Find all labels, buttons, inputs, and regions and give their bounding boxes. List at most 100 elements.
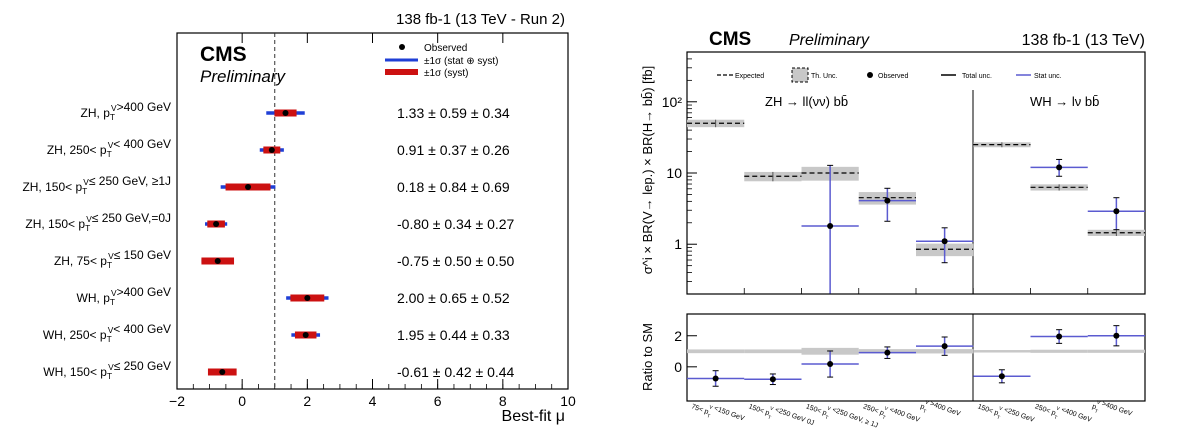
legend-observed-marker bbox=[399, 44, 405, 50]
row-label: ZH, 75< pTV≤ 150 GeV bbox=[54, 248, 171, 270]
ratio-theory-band bbox=[973, 350, 1031, 353]
bin-label: pTV >400 GeV bbox=[918, 398, 961, 427]
ratio-bin-group bbox=[744, 349, 802, 386]
x-tick-label: 6 bbox=[434, 393, 442, 409]
right-ratio-plot: 02 bbox=[674, 314, 1145, 401]
best-fit-marker bbox=[213, 221, 220, 227]
ratio-theory-band bbox=[1030, 349, 1088, 353]
bin-label: 150< pTV <250 GeV bbox=[976, 398, 1036, 430]
ratio-theory-band bbox=[1087, 349, 1145, 353]
ratio-marker bbox=[884, 349, 891, 356]
x-tick-label: −2 bbox=[169, 393, 185, 409]
bin-label: pTV >400 GeV bbox=[1090, 398, 1133, 427]
measurement-row: ZH, 250< pTV< 400 GeV 0.91 ± 0.37 ± 0.26 bbox=[47, 137, 510, 159]
row-label: ZH, 250< pTV< 400 GeV bbox=[47, 137, 171, 159]
row-value-text: -0.61 ± 0.42 ± 0.44 bbox=[397, 364, 515, 380]
left-x-axis: −2 0 2 4 6 8 10 bbox=[169, 33, 576, 409]
x-tick-label: 8 bbox=[499, 393, 507, 409]
best-fit-marker bbox=[245, 184, 252, 190]
row-label: ZH, pTV>400 GeV bbox=[81, 100, 171, 122]
row-label: WH, pTV>400 GeV bbox=[77, 285, 171, 307]
bin-group bbox=[801, 164, 859, 295]
row-value-text: 2.00 ± 0.65 ± 0.52 bbox=[397, 290, 510, 306]
ratio-y-tick-label: 0 bbox=[674, 359, 682, 375]
bin-group bbox=[973, 142, 1031, 148]
bin-label: 250< pTV <400 GeV bbox=[1033, 398, 1093, 430]
bin-labels: 75< pTV <150 GeV 150< pTV <250 GeV 0J150<… bbox=[689, 398, 1133, 430]
legend-observed-text: Observed bbox=[878, 73, 908, 80]
measurement-row: WH, 150< pTV≤ 250 GeV -0.61 ± 0.42 ± 0.44 bbox=[43, 359, 514, 381]
row-label: ZH, 150< pTV≤ 250 GeV,=0J bbox=[25, 211, 171, 233]
region-label-zh: ZH → ll(νν) bb̄ bbox=[765, 94, 848, 109]
y-tick-label: 10 bbox=[666, 165, 682, 181]
ratio-bin-group bbox=[858, 346, 916, 359]
ratio-y-tick-label: 2 bbox=[674, 328, 682, 344]
observed-marker bbox=[1113, 208, 1120, 215]
legend-observed-label: Observed bbox=[424, 43, 467, 54]
ratio-bin-group bbox=[801, 347, 859, 378]
left-legend: Observed ±1σ (stat ⊕ syst) ±1σ (syst) bbox=[385, 43, 499, 79]
ratio-bin-group bbox=[1030, 329, 1088, 353]
right-cms-label: CMS bbox=[709, 29, 751, 50]
left-preliminary-label: Preliminary bbox=[200, 67, 287, 86]
ratio-y-axis-title: Ratio to SM bbox=[640, 323, 655, 391]
left-panel: 138 fb-1 (13 TeV - Run 2) CMS Preliminar… bbox=[22, 11, 576, 425]
right-legend: Expected Th. Unc. Observed Total unc. St… bbox=[717, 67, 1062, 83]
bin-label: 75< pTV <150 GeV bbox=[689, 398, 745, 430]
bin-label: 150< pTV <250 GeV, ≥ 1J bbox=[804, 398, 879, 430]
measurement-row: WH, 250< pTV< 400 GeV 1.95 ± 0.44 ± 0.33 bbox=[43, 322, 510, 344]
x-tick-label: 4 bbox=[369, 393, 377, 409]
legend-total-label: ±1σ (stat ⊕ syst) bbox=[424, 56, 499, 67]
best-fit-marker bbox=[219, 369, 226, 375]
bin-group bbox=[1030, 158, 1088, 191]
ratio-bin-group bbox=[1087, 325, 1145, 353]
best-fit-marker bbox=[214, 258, 221, 264]
left-x-axis-title: Best-fit μ bbox=[502, 408, 565, 425]
observed-marker bbox=[884, 197, 891, 204]
bin-label: 150< pTV <250 GeV 0J bbox=[747, 398, 815, 430]
ratio-bin-group bbox=[973, 350, 1031, 384]
ratio-theory-band bbox=[744, 349, 802, 354]
measurement-row: ZH, 150< pTV≤ 250 GeV,=0J -0.80 ± 0.34 ± … bbox=[25, 211, 514, 233]
legend-thunc-label: Th. Unc. bbox=[811, 73, 838, 80]
y-tick-label: 10² bbox=[662, 94, 683, 110]
left-rows: ZH, pTV>400 GeV 1.33 ± 0.59 ± 0.34 ZH, 250… bbox=[22, 100, 514, 381]
row-value-text: 0.18 ± 0.84 ± 0.69 bbox=[397, 179, 510, 195]
x-tick-label: 2 bbox=[303, 393, 311, 409]
best-fit-marker bbox=[304, 295, 311, 301]
left-lumi-label: 138 fb-1 (13 TeV - Run 2) bbox=[396, 11, 565, 28]
right-preliminary-label: Preliminary bbox=[789, 32, 870, 49]
ratio-marker bbox=[998, 373, 1005, 380]
best-fit-marker bbox=[282, 110, 289, 116]
region-label-wh: WH → lν bb̄ bbox=[1030, 94, 1099, 109]
x-tick-label: 0 bbox=[238, 393, 246, 409]
legend-syst-label: ±1σ (syst) bbox=[424, 68, 468, 79]
ratio-marker bbox=[1056, 333, 1063, 340]
legend-expected-label: Expected bbox=[735, 73, 764, 80]
bin-group bbox=[744, 171, 802, 182]
ratio-bin-group bbox=[687, 349, 745, 387]
ratio-marker bbox=[941, 343, 948, 350]
ratio-marker bbox=[712, 375, 719, 382]
observed-marker bbox=[827, 223, 834, 230]
bin-group bbox=[1087, 197, 1145, 236]
row-value-text: 1.33 ± 0.59 ± 0.34 bbox=[397, 105, 510, 121]
ratio-marker bbox=[769, 376, 776, 383]
left-cms-label: CMS bbox=[200, 43, 247, 66]
measurement-row: ZH, pTV>400 GeV 1.33 ± 0.59 ± 0.34 bbox=[81, 100, 510, 122]
row-label: WH, 150< pTV≤ 250 GeV bbox=[43, 359, 171, 381]
right-panel: CMS Preliminary 138 fb-1 (13 TeV) σ^i × … bbox=[640, 29, 1146, 430]
row-label: ZH, 150< pTV≤ 250 GeV, ≥1J bbox=[22, 174, 171, 196]
measurement-row: WH, pTV>400 GeV 2.00 ± 0.65 ± 0.52 bbox=[77, 285, 510, 307]
y-tick-label: 1 bbox=[674, 236, 682, 252]
best-fit-marker bbox=[302, 332, 309, 338]
ratio-bin-group bbox=[916, 336, 974, 356]
best-fit-marker bbox=[268, 147, 275, 153]
right-y-axis-title: σ^i × BR(V→ lep.) × BR(H→ bb̄) [fb] bbox=[640, 66, 655, 274]
legend-observed-dot bbox=[867, 72, 873, 78]
x-tick-label: 10 bbox=[560, 393, 576, 409]
ratio-marker bbox=[1113, 332, 1120, 339]
legend-syst-box bbox=[385, 69, 418, 75]
row-value-text: 1.95 ± 0.44 ± 0.33 bbox=[397, 327, 510, 343]
legend-thunc-box bbox=[791, 67, 809, 83]
